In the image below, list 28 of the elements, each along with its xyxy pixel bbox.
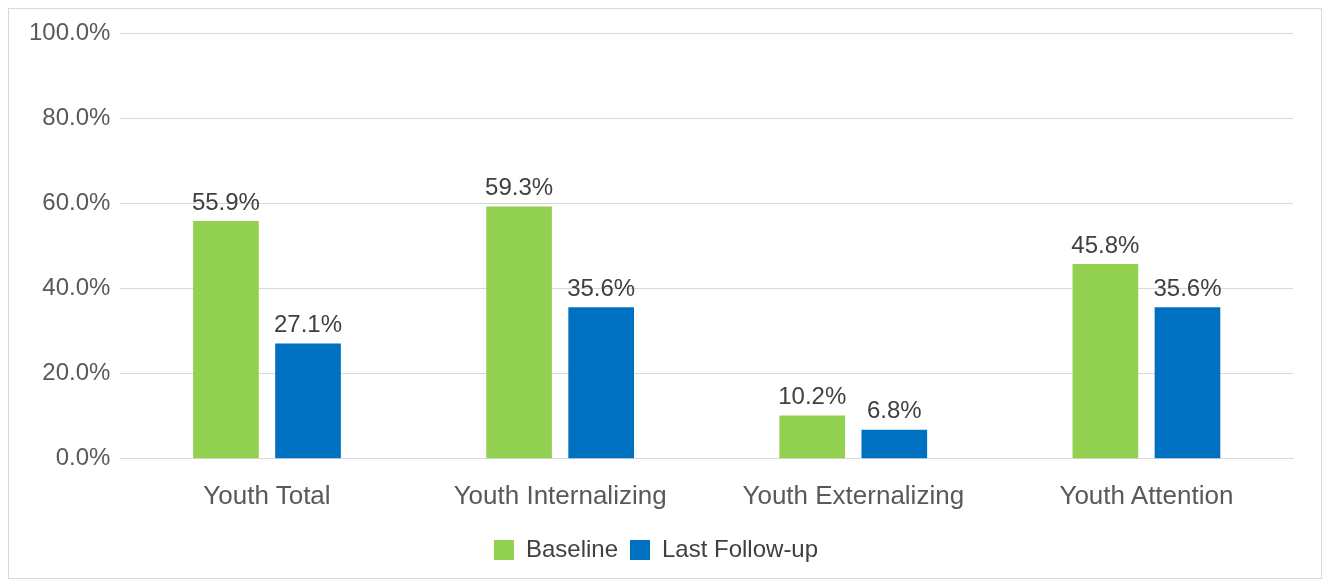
x-tick-label: Youth Attention	[1059, 479, 1234, 510]
data-label: 59.3%	[485, 173, 554, 201]
bar	[779, 415, 846, 459]
y-tick-label: 20.0%	[42, 358, 111, 386]
bar	[1154, 307, 1221, 459]
data-label: 45.8%	[1071, 230, 1140, 258]
data-label: 35.6%	[567, 273, 636, 301]
y-tick-label: 100.0%	[28, 18, 111, 46]
bar	[568, 307, 634, 459]
data-label: 55.9%	[191, 187, 260, 215]
data-label: 27.1%	[273, 310, 343, 338]
y-tick-label: 60.0%	[42, 188, 111, 216]
y-tick-label: 40.0%	[42, 273, 111, 301]
legend-label: Baseline	[525, 534, 618, 562]
y-tick-label: 80.0%	[42, 103, 111, 131]
bar	[193, 221, 259, 459]
x-tick-label: Youth Externalizing	[742, 479, 965, 510]
data-label: 10.2%	[778, 382, 847, 410]
data-label: 6.8%	[866, 396, 922, 424]
legend-label: Last Follow-up	[662, 534, 819, 562]
bar	[275, 343, 341, 459]
x-tick-label: Youth Internalizing	[453, 479, 667, 510]
bar	[861, 429, 928, 459]
x-tick-label: Youth Total	[203, 479, 331, 510]
bar	[486, 206, 552, 459]
data-label: 35.6%	[1153, 273, 1222, 301]
bar	[1072, 263, 1139, 459]
y-tick-label: 0.0%	[55, 443, 111, 471]
